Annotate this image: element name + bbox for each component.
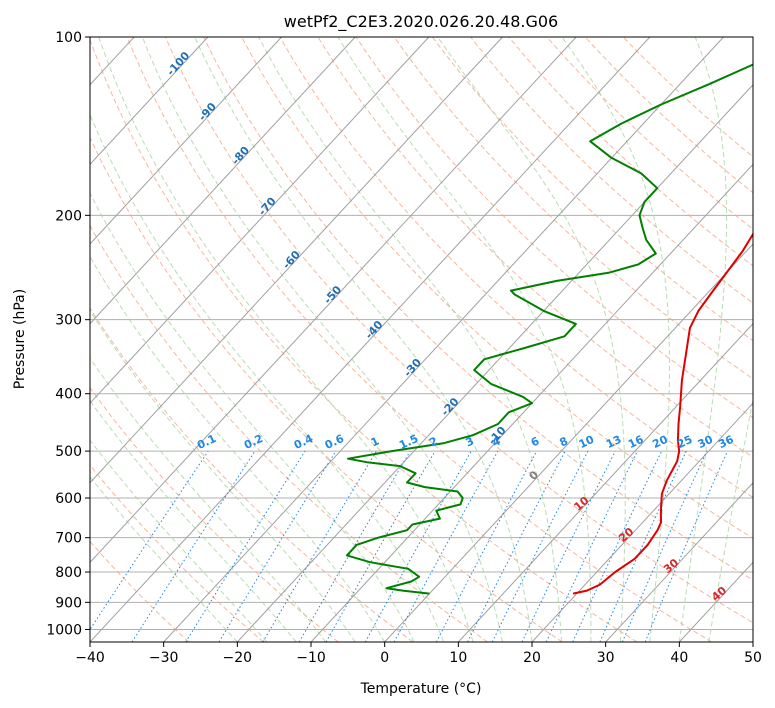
- isotherm: [310, 163, 753, 642]
- mixing-ratio-label: 30: [696, 433, 716, 451]
- isotherm: [457, 322, 753, 642]
- moist-adiabat: [258, 37, 562, 642]
- moist-adiabat: [90, 255, 386, 642]
- moist-adiabat: [337, 37, 592, 642]
- isotherm: [384, 243, 753, 642]
- x-tick-label: 30: [597, 650, 615, 666]
- dry-adiabat: [90, 38, 638, 642]
- dry-adiabat: [355, 37, 753, 419]
- dry-adiabat: [241, 37, 753, 539]
- plot-frame: [89, 36, 754, 643]
- y-tick-label: 800: [55, 565, 82, 581]
- isotherm: [531, 402, 753, 642]
- x-tick-label: −20: [223, 650, 253, 666]
- isotherm: [90, 37, 651, 642]
- dry-adiabat: [393, 37, 753, 380]
- mixing-ratio-line: [131, 450, 256, 642]
- mixing-ratio-line: [364, 450, 472, 642]
- y-tick-label: 1000: [46, 622, 82, 638]
- temperature-profile-line: [572, 232, 753, 595]
- mixing-ratio-line: [644, 450, 729, 642]
- isotherm: [90, 37, 209, 166]
- y-tick-label: 500: [55, 444, 82, 460]
- x-tick-label: 0: [380, 650, 389, 666]
- isotherm: [163, 37, 724, 642]
- mixing-ratio-line: [521, 450, 616, 642]
- x-tick-label: 50: [744, 650, 762, 666]
- moist-adiabat: [141, 37, 503, 642]
- y-tick-label: 300: [55, 313, 82, 329]
- y-tick-label: 900: [55, 595, 82, 611]
- moist-adiabat: [98, 37, 474, 642]
- y-tick-label: 100: [55, 30, 82, 46]
- isotherm: [90, 37, 356, 325]
- isotherm: [90, 37, 430, 404]
- dry-adiabat: [432, 37, 753, 342]
- dry-adiabat: [546, 37, 753, 230]
- dewpoint-profile-line: [345, 63, 753, 595]
- x-tick-label: 20: [523, 650, 541, 666]
- mixing-ratio-label: 16: [626, 433, 646, 451]
- dry-adiabat: [90, 224, 488, 642]
- moist-adiabat: [437, 37, 626, 642]
- isotherm: [90, 37, 282, 245]
- mixing-ratio-label: 25: [675, 433, 694, 451]
- isotherm: [90, 37, 503, 484]
- moist-adiabat: [194, 37, 533, 642]
- isotherm: [605, 482, 753, 642]
- dry-adiabat: [90, 386, 339, 642]
- x-axis-title: Temperature (°C): [360, 681, 482, 697]
- y-tick-label: 600: [55, 491, 82, 507]
- mixing-ratio-label: 20: [650, 433, 670, 451]
- y-tick-label: 400: [55, 387, 82, 403]
- x-tick-label: 10: [449, 650, 467, 666]
- mixing-ratio-line: [90, 450, 209, 631]
- chart-title: wetPf2_C2E3.2020.026.20.48.G06: [284, 12, 558, 32]
- y-tick-label: 700: [55, 531, 82, 547]
- mixing-ratio-label: 36: [716, 433, 736, 451]
- dry-adiabat: [90, 464, 264, 642]
- moist-adiabat: [90, 309, 356, 642]
- mixing-ratio-label: 13: [604, 433, 623, 451]
- dry-adiabat: [622, 37, 753, 158]
- mixing-ratio-line: [599, 450, 687, 642]
- mixing-ratio-line: [218, 450, 337, 642]
- y-axis-title: Pressure (hPa): [12, 289, 28, 389]
- x-tick-label: −40: [75, 650, 105, 666]
- moist-adiabat: [90, 476, 238, 642]
- dry-adiabat: [279, 37, 753, 498]
- isotherm: [90, 37, 577, 564]
- moist-adiabat: [678, 37, 727, 642]
- moist-adiabat: [708, 396, 753, 642]
- x-tick-label: −30: [149, 650, 179, 666]
- dry-adiabat: [470, 37, 753, 304]
- moist-adiabat: [90, 439, 268, 642]
- mixing-ratio-label: 10: [577, 433, 597, 451]
- dry-adiabat: [126, 37, 712, 642]
- mixing-ratio-line: [491, 450, 589, 642]
- x-tick-label: 40: [670, 650, 688, 666]
- mixing-ratio-line: [393, 450, 499, 642]
- isotherm: [236, 84, 753, 642]
- mixing-ratio-line: [621, 450, 708, 642]
- x-tick-label: −10: [296, 650, 326, 666]
- y-tick-label: 200: [55, 208, 82, 224]
